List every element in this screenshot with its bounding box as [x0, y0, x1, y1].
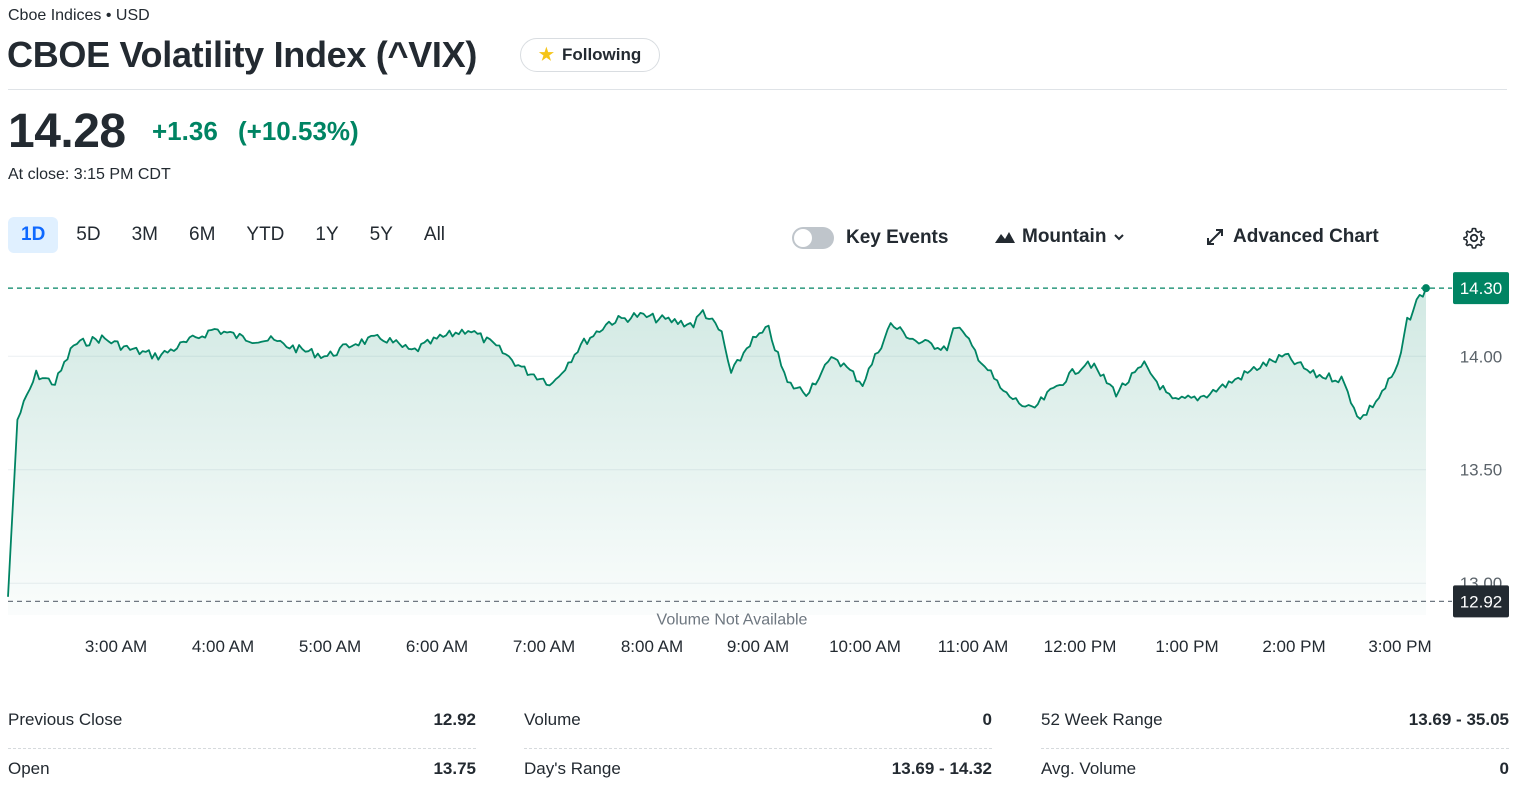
- stat-avg-volume: Avg. Volume 0: [1041, 749, 1509, 797]
- stat-52-week-range: 52 Week Range 13.69 - 35.05: [1041, 700, 1509, 749]
- x-tick-label: 1:00 PM: [1155, 637, 1218, 656]
- range-all[interactable]: All: [411, 217, 458, 253]
- stat-open: Open 13.75: [8, 749, 476, 797]
- last-price-badge: 14.30: [1453, 272, 1509, 305]
- y-tick-label: 14.00: [1460, 347, 1503, 366]
- x-tick-label: 5:00 AM: [299, 637, 361, 656]
- last-price-dot: [1422, 284, 1430, 293]
- chart-style-dropdown[interactable]: Mountain: [994, 226, 1126, 248]
- x-tick-label: 8:00 AM: [621, 637, 683, 656]
- stats-column-1: Previous Close 12.92 Open 13.75: [8, 700, 476, 797]
- expand-icon: [1207, 229, 1223, 245]
- range-3m[interactable]: 3M: [119, 217, 171, 253]
- following-button[interactable]: ★ Following: [520, 38, 660, 72]
- x-tick-label: 10:00 AM: [829, 637, 901, 656]
- x-tick-label: 3:00 PM: [1368, 637, 1431, 656]
- toggle-knob: [794, 229, 812, 247]
- price-area: [8, 288, 1426, 615]
- last-price-label: 14.30: [1460, 279, 1503, 298]
- advanced-chart-label: Advanced Chart: [1233, 226, 1379, 247]
- close-time: At close: 3:15 PM CDT: [8, 166, 171, 183]
- stat-label: Previous Close: [8, 710, 123, 729]
- range-5d[interactable]: 5D: [63, 217, 113, 253]
- x-tick-label: 11:00 AM: [938, 637, 1009, 656]
- x-tick-label: 4:00 AM: [192, 637, 254, 656]
- stats-column-3: 52 Week Range 13.69 - 35.05 Avg. Volume …: [1041, 700, 1509, 797]
- stat-label: Open: [8, 759, 50, 778]
- key-events-label: Key Events: [846, 227, 949, 248]
- previous-close-badge: 12.92: [1453, 585, 1509, 618]
- x-tick-label: 3:00 AM: [85, 637, 147, 656]
- x-tick-label: 9:00 AM: [727, 637, 789, 656]
- chevron-down-icon: [1114, 234, 1125, 241]
- advanced-chart-button[interactable]: Advanced Chart: [1205, 226, 1379, 248]
- price-change-percent: (+10.53%): [238, 116, 359, 146]
- price-line: [7, 287, 1427, 597]
- chart-style-label: Mountain: [1022, 226, 1107, 247]
- stat-value: 0: [1499, 759, 1509, 778]
- range-ytd[interactable]: YTD: [233, 217, 297, 253]
- range-1d[interactable]: 1D: [8, 217, 59, 253]
- stat-volume: Volume 0: [524, 700, 992, 749]
- stat-label: Day's Range: [524, 759, 621, 778]
- exchange-currency: Cboe Indices • USD: [8, 7, 150, 24]
- stat-days-range: Day's Range 13.69 - 14.32: [524, 749, 992, 797]
- x-tick-label: 6:00 AM: [406, 637, 468, 656]
- mountain-icon: [995, 232, 1015, 243]
- stat-label: Avg. Volume: [1041, 759, 1137, 778]
- y-tick-label: 13.50: [1460, 461, 1503, 480]
- range-1y[interactable]: 1Y: [302, 217, 351, 253]
- stat-value: 12.92: [433, 710, 476, 729]
- following-label: Following: [561, 45, 642, 64]
- range-selector: 1D 5D 3M 6M YTD 1Y 5Y All: [8, 217, 463, 253]
- stat-previous-close: Previous Close 12.92: [8, 700, 476, 749]
- page-title: CBOE Volatility Index (^VIX): [7, 34, 478, 75]
- x-tick-label: 7:00 AM: [513, 637, 575, 656]
- header-divider: [8, 89, 1507, 90]
- last-price: 14.28: [8, 105, 126, 158]
- stat-label: Volume: [524, 710, 581, 729]
- x-tick-label: 2:00 PM: [1262, 637, 1325, 656]
- stats-column-2: Volume 0 Day's Range 13.69 - 14.32: [524, 700, 992, 797]
- price-change: +1.36: [152, 116, 218, 146]
- range-6m[interactable]: 6M: [176, 217, 228, 253]
- key-events-toggle[interactable]: [792, 227, 834, 249]
- x-tick-label: 12:00 PM: [1044, 637, 1117, 656]
- range-5y[interactable]: 5Y: [357, 217, 406, 253]
- stat-value: 13.69 - 14.32: [891, 759, 992, 778]
- x-axis: 3:00 AM 4:00 AM 5:00 AM 6:00 AM 7:00 AM 8:00 …: [85, 637, 1432, 656]
- stat-value: 13.75: [433, 759, 476, 778]
- star-icon: ★: [538, 45, 554, 64]
- gear-icon[interactable]: [1462, 226, 1486, 250]
- previous-close-label: 12.92: [1460, 592, 1503, 611]
- stat-value: 13.69 - 35.05: [1408, 710, 1509, 729]
- stat-label: 52 Week Range: [1041, 710, 1163, 729]
- volume-not-available: Volume Not Available: [657, 611, 808, 628]
- stat-value: 0: [982, 710, 992, 729]
